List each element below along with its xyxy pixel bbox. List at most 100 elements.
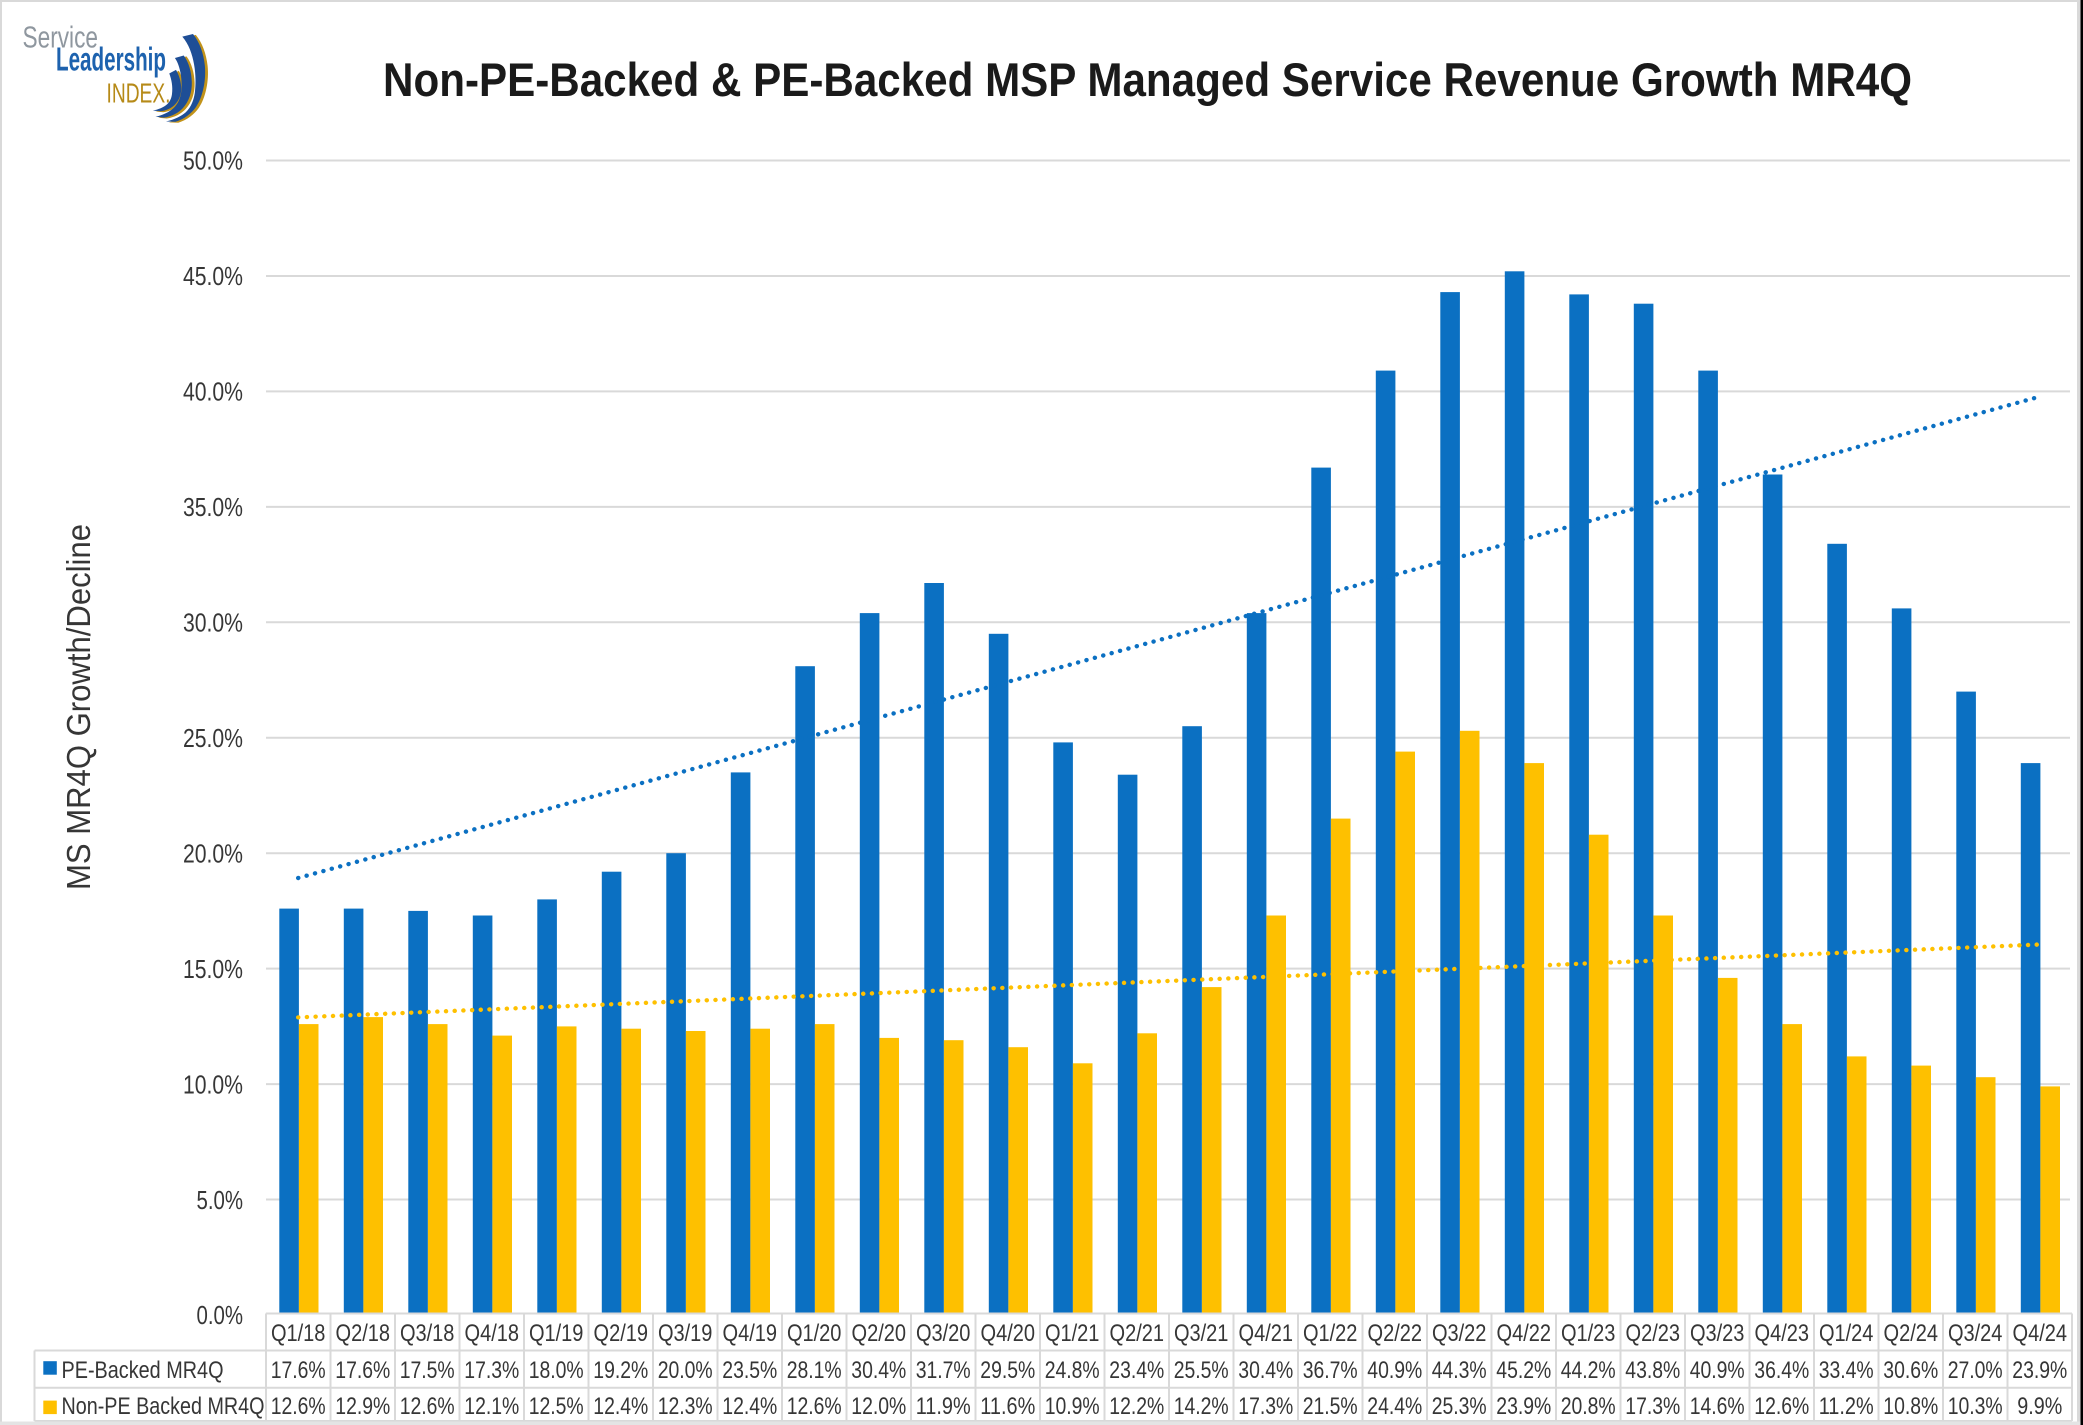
svg-text:17.3%: 17.3% [1625, 1393, 1680, 1420]
svg-text:20.0%: 20.0% [183, 838, 243, 868]
svg-text:Q1/21: Q1/21 [1045, 1320, 1100, 1347]
svg-text:30.0%: 30.0% [183, 608, 243, 638]
svg-text:12.6%: 12.6% [787, 1393, 842, 1420]
svg-text:Q4/20: Q4/20 [981, 1320, 1036, 1347]
svg-text:31.7%: 31.7% [916, 1357, 971, 1384]
svg-text:9.9%: 9.9% [2017, 1393, 2062, 1420]
svg-text:40.9%: 40.9% [1690, 1357, 1745, 1384]
svg-text:Q4/18: Q4/18 [465, 1320, 520, 1347]
svg-text:Q1/24: Q1/24 [1819, 1320, 1874, 1347]
svg-text:24.4%: 24.4% [1367, 1393, 1422, 1420]
svg-text:19.2%: 19.2% [593, 1357, 648, 1384]
svg-text:30.4%: 30.4% [1238, 1357, 1293, 1384]
svg-text:23.4%: 23.4% [1109, 1357, 1164, 1384]
svg-text:44.2%: 44.2% [1561, 1357, 1616, 1384]
svg-text:36.7%: 36.7% [1303, 1357, 1358, 1384]
svg-text:11.9%: 11.9% [916, 1393, 971, 1420]
svg-text:12.4%: 12.4% [722, 1393, 777, 1420]
svg-text:Q1/23: Q1/23 [1561, 1320, 1616, 1347]
svg-text:11.6%: 11.6% [980, 1393, 1035, 1420]
svg-text:17.6%: 17.6% [271, 1357, 326, 1384]
svg-text:20.8%: 20.8% [1561, 1393, 1616, 1420]
svg-text:17.3%: 17.3% [1238, 1393, 1293, 1420]
svg-text:Q4/21: Q4/21 [1239, 1320, 1294, 1347]
svg-text:25.3%: 25.3% [1432, 1393, 1487, 1420]
svg-text:INDEX.: INDEX. [107, 78, 171, 109]
svg-text:12.6%: 12.6% [1754, 1393, 1809, 1420]
svg-text:35.0%: 35.0% [183, 492, 243, 522]
svg-text:Q2/19: Q2/19 [594, 1320, 649, 1347]
svg-text:43.8%: 43.8% [1625, 1357, 1680, 1384]
svg-text:Non-PE-Backed & PE-Backed MSP: Non-PE-Backed & PE-Backed MSP Managed Se… [383, 53, 1912, 106]
svg-text:10.0%: 10.0% [183, 1069, 243, 1099]
svg-text:Q4/19: Q4/19 [723, 1320, 778, 1347]
svg-text:Q1/20: Q1/20 [787, 1320, 842, 1347]
svg-text:0.0%: 0.0% [197, 1300, 244, 1330]
svg-text:PE-Backed MR4Q: PE-Backed MR4Q [62, 1357, 224, 1384]
svg-text:45.0%: 45.0% [183, 261, 243, 291]
svg-text:Q3/22: Q3/22 [1432, 1320, 1487, 1347]
svg-text:12.6%: 12.6% [271, 1393, 326, 1420]
svg-text:12.3%: 12.3% [658, 1393, 713, 1420]
svg-text:Q2/24: Q2/24 [1884, 1320, 1939, 1347]
svg-text:11.2%: 11.2% [1819, 1393, 1874, 1420]
svg-text:28.1%: 28.1% [787, 1357, 842, 1384]
svg-text:12.2%: 12.2% [1109, 1393, 1164, 1420]
svg-text:10.3%: 10.3% [1948, 1393, 2003, 1420]
svg-text:29.5%: 29.5% [980, 1357, 1035, 1384]
svg-text:Q2/20: Q2/20 [852, 1320, 907, 1347]
svg-text:Q3/20: Q3/20 [916, 1320, 971, 1347]
svg-text:50.0%: 50.0% [183, 146, 243, 176]
svg-text:24.8%: 24.8% [1045, 1357, 1100, 1384]
svg-text:10.8%: 10.8% [1883, 1393, 1938, 1420]
svg-text:Leadership: Leadership [56, 42, 166, 79]
svg-text:12.5%: 12.5% [529, 1393, 584, 1420]
svg-text:Q3/23: Q3/23 [1690, 1320, 1745, 1347]
svg-text:21.5%: 21.5% [1303, 1393, 1358, 1420]
svg-text:12.9%: 12.9% [335, 1393, 390, 1420]
svg-text:Q2/18: Q2/18 [336, 1320, 391, 1347]
svg-text:23.9%: 23.9% [1496, 1393, 1551, 1420]
svg-text:14.2%: 14.2% [1174, 1393, 1229, 1420]
svg-text:18.0%: 18.0% [529, 1357, 584, 1384]
svg-text:14.6%: 14.6% [1690, 1393, 1745, 1420]
svg-text:40.0%: 40.0% [183, 377, 243, 407]
svg-text:25.0%: 25.0% [183, 723, 243, 753]
svg-text:36.4%: 36.4% [1754, 1357, 1809, 1384]
svg-text:Q3/21: Q3/21 [1174, 1320, 1229, 1347]
svg-text:Non-PE Backed MR4Q: Non-PE Backed MR4Q [62, 1393, 265, 1420]
svg-text:5.0%: 5.0% [197, 1185, 244, 1215]
svg-text:45.2%: 45.2% [1496, 1357, 1551, 1384]
svg-text:Q3/24: Q3/24 [1948, 1320, 2003, 1347]
svg-text:Q3/19: Q3/19 [658, 1320, 713, 1347]
svg-text:40.9%: 40.9% [1367, 1357, 1422, 1384]
svg-text:20.0%: 20.0% [658, 1357, 713, 1384]
svg-text:MS MR4Q Growth/Decline: MS MR4Q Growth/Decline [60, 524, 97, 890]
svg-text:12.1%: 12.1% [464, 1393, 519, 1420]
svg-text:Q1/18: Q1/18 [271, 1320, 326, 1347]
svg-text:Q1/22: Q1/22 [1303, 1320, 1358, 1347]
svg-text:Q4/24: Q4/24 [2013, 1320, 2068, 1347]
svg-text:12.4%: 12.4% [593, 1393, 648, 1420]
svg-text:25.5%: 25.5% [1174, 1357, 1229, 1384]
svg-text:Q2/21: Q2/21 [1110, 1320, 1165, 1347]
svg-text:Q1/19: Q1/19 [529, 1320, 584, 1347]
svg-text:15.0%: 15.0% [183, 954, 243, 984]
svg-text:Q2/23: Q2/23 [1626, 1320, 1681, 1347]
svg-text:27.0%: 27.0% [1948, 1357, 2003, 1384]
svg-text:Q3/18: Q3/18 [400, 1320, 455, 1347]
svg-text:23.5%: 23.5% [722, 1357, 777, 1384]
svg-text:44.3%: 44.3% [1432, 1357, 1487, 1384]
svg-text:23.9%: 23.9% [2012, 1357, 2067, 1384]
svg-text:17.5%: 17.5% [400, 1357, 455, 1384]
svg-text:Q4/23: Q4/23 [1755, 1320, 1810, 1347]
svg-text:12.6%: 12.6% [400, 1393, 455, 1420]
svg-text:17.6%: 17.6% [335, 1357, 390, 1384]
svg-text:17.3%: 17.3% [464, 1357, 519, 1384]
svg-text:33.4%: 33.4% [1819, 1357, 1874, 1384]
svg-text:Q4/22: Q4/22 [1497, 1320, 1552, 1347]
svg-text:Q2/22: Q2/22 [1368, 1320, 1423, 1347]
svg-text:30.6%: 30.6% [1883, 1357, 1938, 1384]
svg-text:10.9%: 10.9% [1045, 1393, 1100, 1420]
svg-text:12.0%: 12.0% [851, 1393, 906, 1420]
